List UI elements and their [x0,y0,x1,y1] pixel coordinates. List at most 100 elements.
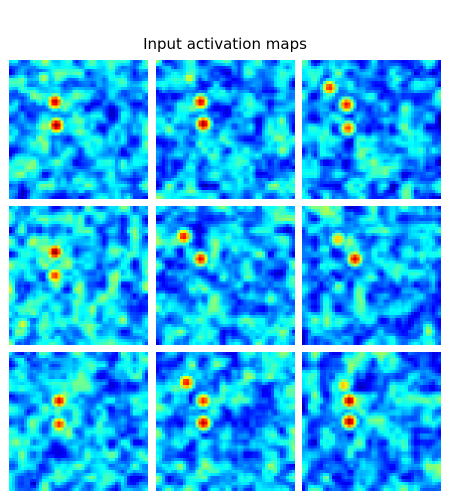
heatmap-cell [42,135,46,139]
heatmap-cell [39,78,43,82]
heatmap-cell [120,93,125,97]
heatmap-cell [255,156,260,161]
heatmap-cell [329,90,333,94]
heatmap-cell [18,120,22,124]
heatmap-cell [39,141,43,145]
heatmap-cell [234,78,238,82]
heatmap-cell [425,66,430,70]
heatmap-cell [87,102,91,106]
heatmap-cell [347,108,351,112]
heatmap-cell [75,189,79,194]
heatmap-cell [54,195,58,199]
heatmap-cell [87,66,91,70]
heatmap-cell [255,147,260,151]
heatmap-cell [162,84,166,88]
heatmap-cell [410,84,415,88]
heatmap-cell [63,63,67,67]
heatmap-cell [207,102,211,106]
heatmap-cell [84,78,88,82]
heatmap-cell [434,78,439,82]
heatmap-cell [201,126,205,130]
heatmap-cell [84,120,88,124]
heatmap-cell [57,189,61,194]
heatmap-cell [195,66,199,70]
heatmap-cell [252,195,257,199]
heatmap-cell [159,105,163,109]
heatmap-cell [252,123,257,127]
heatmap-cell [69,111,73,115]
heatmap-cell [291,141,295,145]
heatmap-cell [63,192,67,197]
heatmap-cell [66,174,70,179]
heatmap-cell [323,99,327,103]
heatmap-cell [252,144,257,148]
heatmap-cell [36,153,40,158]
heatmap-cell [261,150,266,155]
heatmap-cell [141,93,146,97]
heatmap-cell [344,93,348,97]
heatmap-cell [96,111,100,115]
heatmap-cell [114,60,119,64]
heatmap-cell [165,108,169,112]
heatmap-cell [117,72,122,76]
heatmap-cell [72,117,76,121]
heatmap-cell [422,99,427,103]
heatmap-cell [267,120,272,124]
heatmap-cell [323,75,327,79]
heatmap-cell [171,75,175,79]
heatmap-cell [353,90,357,94]
heatmap-cell [419,78,424,82]
heatmap-cell [165,123,169,127]
heatmap-cell [141,84,146,88]
heatmap-cell [344,60,348,64]
heatmap-cell [60,111,64,115]
heatmap-cell [111,171,116,176]
heatmap-cell [96,159,100,164]
heatmap-cell [117,87,122,91]
heatmap-cell [249,66,254,70]
heatmap-cell [371,63,375,67]
heatmap-cell [90,111,94,115]
heatmap-cell [291,63,295,67]
heatmap-cell [156,195,160,199]
heatmap-cell [123,108,128,112]
heatmap-cell [180,78,184,82]
heatmap-cell [192,72,196,76]
heatmap-cell [210,117,214,121]
heatmap-cell [207,78,211,82]
heatmap-cell [126,126,131,130]
heatmap-cell [84,75,88,79]
heatmap-cell [362,105,366,109]
heatmap-cell [168,189,172,194]
heatmap-cell [317,105,321,109]
heatmap-cell [282,192,287,197]
heatmap-cell [237,150,241,155]
heatmap-cell [291,165,295,170]
heatmap-cell [141,141,146,145]
heatmap-cell [237,69,241,73]
heatmap-cell [51,195,55,199]
heatmap-cell [159,141,163,145]
heatmap-cell [90,165,94,170]
heatmap-cell [335,96,339,100]
heatmap-cell [42,63,46,67]
heatmap-cell [285,102,290,106]
heatmap-cell [165,159,169,164]
heatmap-cell [51,159,55,164]
heatmap-cell [81,171,85,176]
heatmap-cell [186,174,190,179]
heatmap-cell [84,156,88,161]
heatmap-cell [81,177,85,182]
heatmap-cell [78,147,82,151]
heatmap-cell [15,99,19,103]
heatmap-cell [18,114,22,118]
heatmap-cell [174,90,178,94]
heatmap-cell [78,96,82,100]
heatmap-cell [66,129,70,133]
heatmap-cell [138,93,143,97]
heatmap-cell [335,99,339,103]
heatmap-cell [270,105,275,109]
heatmap-cell [123,69,128,73]
heatmap-cell [36,147,40,151]
heatmap-cell [237,162,241,167]
